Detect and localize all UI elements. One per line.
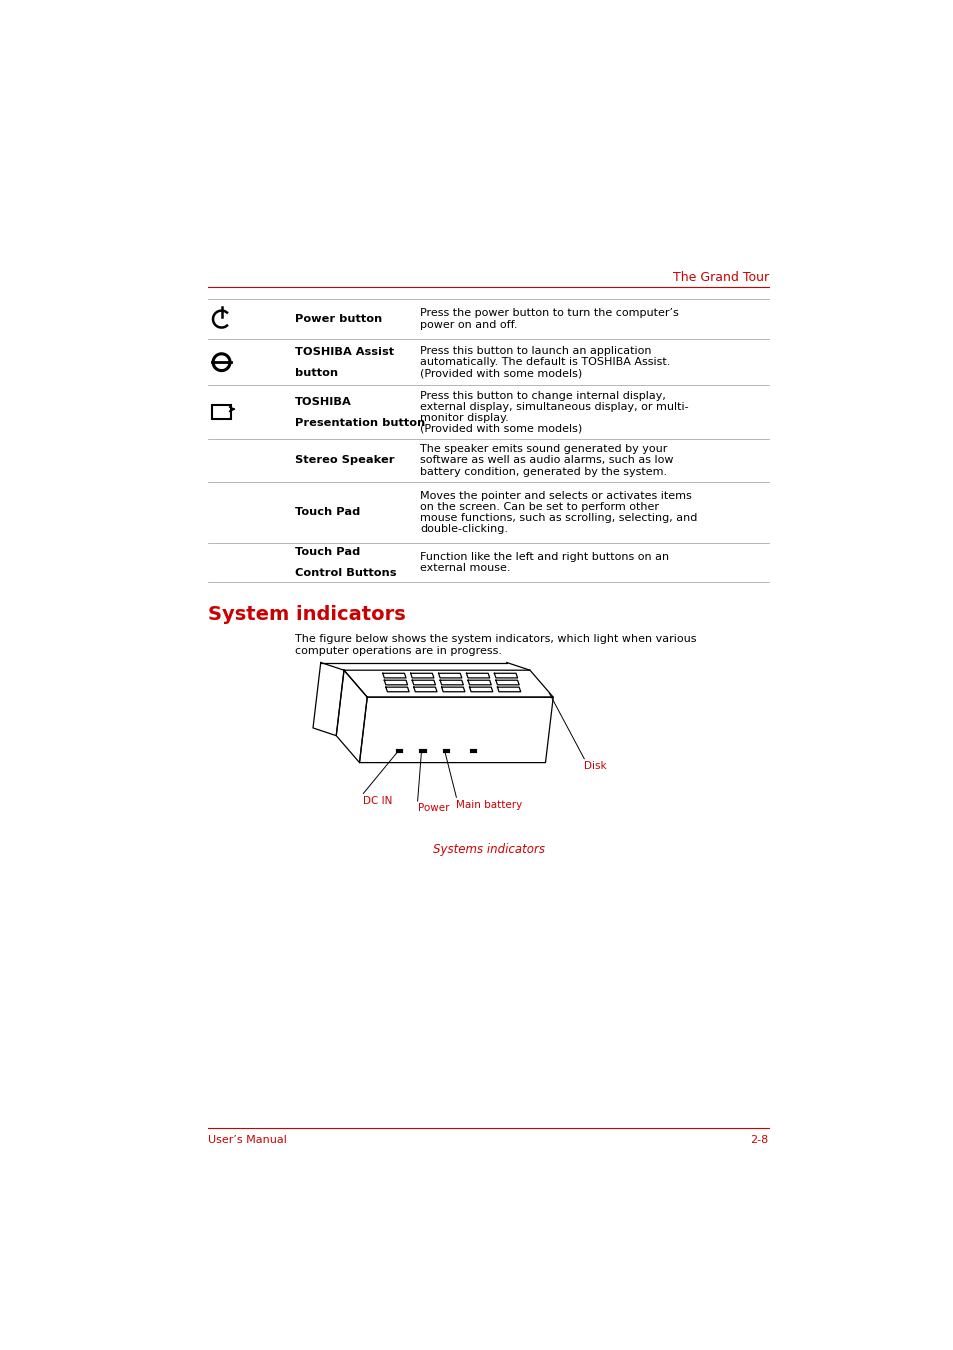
- Text: Stereo Speaker: Stereo Speaker: [294, 455, 395, 466]
- Text: (Provided with some models): (Provided with some models): [419, 369, 581, 378]
- Text: Power button: Power button: [294, 315, 382, 324]
- Text: battery condition, generated by the system.: battery condition, generated by the syst…: [419, 467, 666, 477]
- Text: Moves the pointer and selects or activates items: Moves the pointer and selects or activat…: [419, 490, 691, 501]
- Text: Systems indicators: Systems indicators: [433, 844, 544, 856]
- Text: DC IN: DC IN: [363, 795, 393, 806]
- Text: Power: Power: [417, 803, 449, 814]
- Text: Disk: Disk: [583, 761, 606, 771]
- Text: button: button: [294, 367, 338, 378]
- Text: Press the power button to turn the computer’s: Press the power button to turn the compu…: [419, 309, 678, 319]
- Text: The speaker emits sound generated by your: The speaker emits sound generated by you…: [419, 444, 667, 454]
- Text: software as well as audio alarms, such as low: software as well as audio alarms, such a…: [419, 455, 673, 466]
- Text: Function like the left and right buttons on an: Function like the left and right buttons…: [419, 552, 668, 562]
- Text: mouse functions, such as scrolling, selecting, and: mouse functions, such as scrolling, sele…: [419, 513, 697, 522]
- Text: Press this button to change internal display,: Press this button to change internal dis…: [419, 390, 665, 401]
- Text: computer operations are in progress.: computer operations are in progress.: [294, 645, 501, 656]
- Text: double-clicking.: double-clicking.: [419, 524, 507, 535]
- Text: Presentation button: Presentation button: [294, 417, 425, 428]
- Text: 2-8: 2-8: [750, 1134, 768, 1145]
- Text: TOSHIBA: TOSHIBA: [294, 397, 352, 406]
- Text: Touch Pad: Touch Pad: [294, 547, 360, 558]
- Text: The Grand Tour: The Grand Tour: [672, 270, 768, 284]
- Text: external display, simultaneous display, or multi-: external display, simultaneous display, …: [419, 402, 688, 412]
- Text: TOSHIBA Assist: TOSHIBA Assist: [294, 347, 394, 356]
- Text: on the screen. Can be set to perform other: on the screen. Can be set to perform oth…: [419, 502, 659, 512]
- Polygon shape: [215, 356, 228, 369]
- Text: Press this button to launch an application: Press this button to launch an applicati…: [419, 346, 651, 356]
- Text: User’s Manual: User’s Manual: [208, 1134, 287, 1145]
- Text: System indicators: System indicators: [208, 605, 406, 624]
- Text: Touch Pad: Touch Pad: [294, 508, 360, 517]
- Text: power on and off.: power on and off.: [419, 320, 517, 329]
- Text: (Provided with some models): (Provided with some models): [419, 424, 581, 433]
- Text: monitor display.: monitor display.: [419, 413, 508, 423]
- Text: automatically. The default is TOSHIBA Assist.: automatically. The default is TOSHIBA As…: [419, 358, 670, 367]
- Polygon shape: [212, 352, 231, 371]
- Text: The figure below shows the system indicators, which light when various: The figure below shows the system indica…: [294, 634, 696, 644]
- Text: Control Buttons: Control Buttons: [294, 568, 396, 578]
- Bar: [212, 405, 231, 420]
- Text: Main battery: Main battery: [456, 799, 522, 810]
- Text: external mouse.: external mouse.: [419, 563, 510, 572]
